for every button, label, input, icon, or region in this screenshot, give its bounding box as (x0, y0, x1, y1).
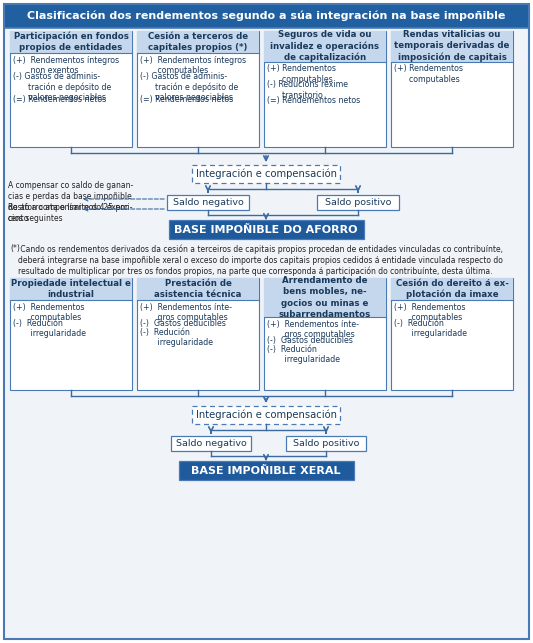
Text: Arrendamento de
bens mobles, ne-
gocios ou minas e
subarrendamentos: Arrendamento de bens mobles, ne- gocios … (279, 276, 371, 319)
FancyBboxPatch shape (192, 406, 340, 424)
FancyBboxPatch shape (192, 165, 340, 183)
Text: Cesión do dereito á ex-
plotación da imaxe: Cesión do dereito á ex- plotación da ima… (395, 278, 508, 300)
FancyBboxPatch shape (137, 31, 259, 147)
Text: BASE IMPOÑIBLE DO AFORRO: BASE IMPOÑIBLE DO AFORRO (174, 224, 358, 235)
FancyBboxPatch shape (10, 278, 132, 300)
FancyBboxPatch shape (264, 31, 386, 62)
Text: (-) Gastos de adminis-
      tración e depósito de
      valores negociables: (-) Gastos de adminis- tración e depósit… (13, 72, 111, 102)
Text: BASE IMPOÑIBLE XERAL: BASE IMPOÑIBLE XERAL (191, 466, 341, 476)
Text: (-) Reducións réxime
      transitorio: (-) Reducións réxime transitorio (267, 80, 348, 100)
Text: (+)  Rendementos íntegros
       non exentos: (+) Rendementos íntegros non exentos (13, 56, 119, 75)
Text: (-)  Redución
       irregularidade: (-) Redución irregularidade (140, 327, 213, 347)
Text: A compensar co saldo de ganan-
cias e perdas da base impoñible
do aforro ata o l: A compensar co saldo de ganan- cias e pe… (8, 181, 133, 223)
Text: Rendas vitalicias ou
temporais derivadas de
imposición de capitais: Rendas vitalicias ou temporais derivadas… (394, 30, 510, 62)
FancyBboxPatch shape (391, 278, 513, 300)
Text: (-)  Gastos deducibles: (-) Gastos deducibles (140, 319, 226, 328)
FancyBboxPatch shape (317, 195, 399, 210)
FancyBboxPatch shape (391, 31, 513, 147)
Text: (+)  Rendementos ínte-
       gros computables: (+) Rendementos ínte- gros computables (267, 320, 359, 340)
Text: (-) Gastos de adminis-
      tración e depósito de
      valores negociables: (-) Gastos de adminis- tración e depósit… (140, 72, 238, 102)
FancyBboxPatch shape (137, 278, 259, 390)
Text: Participación en fondos
propios de entidades: Participación en fondos propios de entid… (13, 32, 128, 52)
Text: Saldo negativo: Saldo negativo (176, 439, 246, 448)
Text: (=) Rendementos netos: (=) Rendementos netos (13, 95, 106, 104)
FancyBboxPatch shape (179, 461, 353, 480)
Text: (-)  Redución
       irregularidade: (-) Redución irregularidade (394, 319, 467, 338)
Text: (+) Rendementos
      computables: (+) Rendementos computables (267, 64, 336, 84)
Text: Resto a compensar nos 4 exerci-
cios seguintes: Resto a compensar nos 4 exerci- cios seg… (8, 203, 133, 223)
Text: Saldo positivo: Saldo positivo (325, 198, 391, 207)
FancyBboxPatch shape (264, 278, 386, 390)
Text: (-)  Gastos deducibles: (-) Gastos deducibles (267, 336, 353, 345)
FancyBboxPatch shape (286, 436, 366, 451)
Text: Cesión a terceros de
capitales propios (*): Cesión a terceros de capitales propios (… (148, 32, 248, 52)
Text: (+)  Rendementos íntegros
       computables: (+) Rendementos íntegros computables (140, 56, 246, 75)
Text: Cando os rendementos derivados da cesión a terceiros de capitais propios proceda: Cando os rendementos derivados da cesión… (18, 244, 503, 276)
FancyBboxPatch shape (264, 31, 386, 147)
Text: (=) Rendementos netos: (=) Rendementos netos (267, 96, 360, 105)
Text: (+)  Rendementos
       computables: (+) Rendementos computables (13, 303, 85, 322)
FancyBboxPatch shape (137, 278, 259, 300)
FancyBboxPatch shape (391, 278, 513, 390)
Text: Clasificación dos rendementos segundo a súa integración na base impoñible: Clasificación dos rendementos segundo a … (27, 11, 506, 21)
FancyBboxPatch shape (264, 278, 386, 317)
Text: Saldo negativo: Saldo negativo (173, 198, 244, 207)
Text: (-)  Redución
       irregularidade: (-) Redución irregularidade (13, 319, 86, 338)
FancyBboxPatch shape (4, 4, 529, 639)
Text: Propiedade intelectual e
industrial: Propiedade intelectual e industrial (11, 279, 131, 299)
Text: Integración e compensación: Integración e compensación (196, 168, 336, 179)
Text: Seguros de vida ou
invalidez e operacións
de capitalización: Seguros de vida ou invalidez e operación… (271, 30, 379, 62)
FancyBboxPatch shape (168, 220, 364, 239)
FancyBboxPatch shape (391, 31, 513, 62)
Text: (+)  Rendementos
       computables: (+) Rendementos computables (394, 303, 465, 322)
Text: Prestación de
asistencia técnica: Prestación de asistencia técnica (155, 279, 241, 299)
FancyBboxPatch shape (167, 195, 249, 210)
FancyBboxPatch shape (171, 436, 251, 451)
Text: (=) Rendementos netos: (=) Rendementos netos (140, 95, 233, 104)
FancyBboxPatch shape (10, 31, 132, 147)
Text: Integración e compensación: Integración e compensación (196, 410, 336, 421)
Text: (-)  Redución
       irregularidade: (-) Redución irregularidade (267, 345, 340, 364)
FancyBboxPatch shape (10, 31, 132, 53)
Text: Saldo positivo: Saldo positivo (293, 439, 359, 448)
FancyBboxPatch shape (4, 4, 529, 28)
FancyBboxPatch shape (10, 278, 132, 390)
Text: (+)  Rendementos ínte-
       gros computables: (+) Rendementos ínte- gros computables (140, 303, 232, 322)
FancyBboxPatch shape (137, 31, 259, 53)
Text: (+) Rendementos
      computables: (+) Rendementos computables (394, 64, 463, 84)
Text: (*): (*) (10, 244, 20, 253)
